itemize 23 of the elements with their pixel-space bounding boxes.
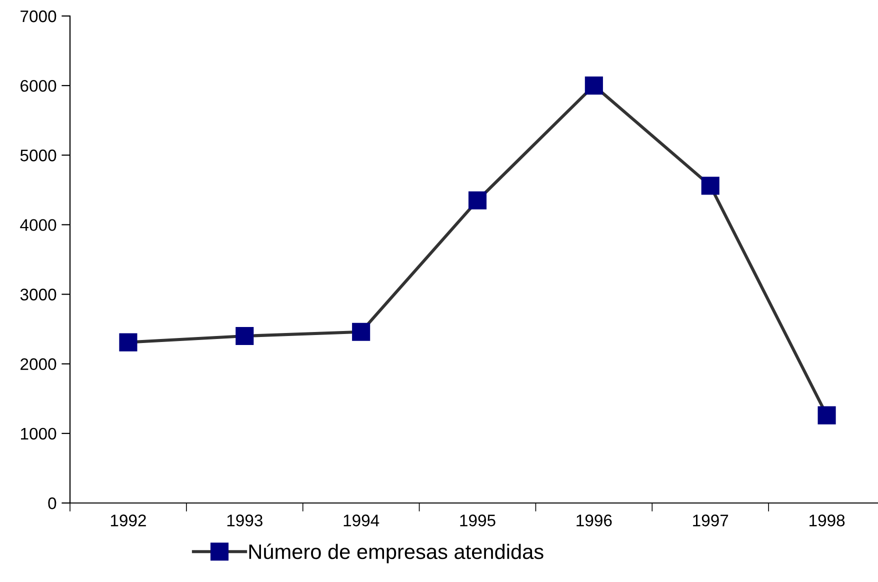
- y-tick-label: 5000: [20, 150, 56, 162]
- point: [584, 76, 603, 95]
- y-tick-label: 4000: [20, 219, 56, 231]
- point: [236, 327, 254, 346]
- y-tick-label: 0: [48, 497, 56, 510]
- y-tick-label: 6000: [20, 80, 56, 92]
- y-tick-label: 1000: [21, 428, 56, 440]
- point: [701, 176, 720, 195]
- point: [352, 322, 370, 341]
- x-tick-label: 1995: [460, 514, 496, 526]
- y-tick-label: 7000: [20, 10, 56, 22]
- x-tick-label: 1997: [693, 514, 728, 526]
- y-tick-label: 2000: [20, 358, 56, 370]
- legend-label: Número de empresas atendidas: [249, 544, 544, 564]
- x-tick-label: 1998: [810, 514, 845, 526]
- y-tick-label: 3000: [20, 288, 56, 300]
- x-tick-label: 1993: [227, 514, 262, 526]
- x-tick-label: 1992: [110, 514, 146, 526]
- point: [119, 333, 138, 352]
- point: [468, 191, 487, 210]
- x-tick-label: 1996: [576, 514, 612, 526]
- x-tick-label: 1994: [344, 514, 380, 526]
- point: [818, 406, 836, 424]
